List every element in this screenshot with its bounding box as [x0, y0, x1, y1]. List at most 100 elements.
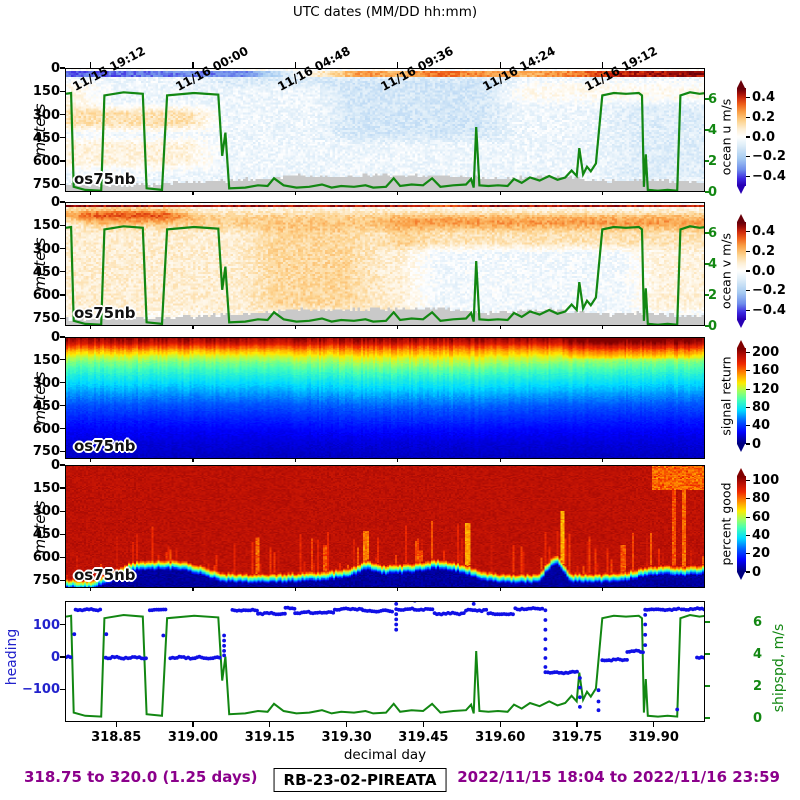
- depth-tick-label: 750: [32, 177, 60, 193]
- heading-dot: [161, 633, 166, 638]
- minor-tick: [294, 459, 296, 462]
- colorbar-arrow: [737, 572, 745, 580]
- colorbar-tick-label: 80: [752, 491, 771, 507]
- top-tick: [294, 62, 296, 68]
- depth-tick: [60, 556, 65, 558]
- heading-tick-label: −100: [21, 682, 60, 698]
- panel-heading-shipspd: [65, 601, 705, 722]
- decimal-day-tick-label: 319.60: [475, 730, 526, 745]
- depth-tick-label: 150: [32, 481, 60, 497]
- colorbar-tick: [746, 290, 750, 292]
- heading-dot: [390, 609, 394, 614]
- heading-dot: [222, 653, 227, 658]
- heading-dot: [543, 665, 548, 669]
- heading-dot: [641, 650, 645, 655]
- colorbar-gradient: [737, 476, 746, 572]
- heading-dot: [578, 695, 582, 700]
- depth-tick: [60, 271, 65, 273]
- minor-tick: [602, 588, 604, 591]
- instrument-label: os75nb: [74, 170, 136, 188]
- heading-dot: [543, 656, 548, 660]
- decimal-day-tick-label: 319.45: [398, 730, 449, 745]
- panel-percent-good: os75nb: [65, 465, 705, 588]
- depth-tick-label: 600: [32, 421, 60, 437]
- heading-dot: [163, 607, 168, 612]
- colorbar-tick: [746, 425, 750, 427]
- heading-dot: [222, 638, 227, 643]
- colorbar-tick: [746, 270, 750, 272]
- depth-tick: [60, 382, 65, 384]
- heading-dot: [394, 607, 399, 611]
- colorbar-gradient: [737, 88, 746, 186]
- colorbar-tick-label: 0.4: [752, 90, 776, 106]
- heading-dot: [643, 632, 648, 637]
- heading-dot: [394, 617, 399, 622]
- shipspd-axis-label: shipspd, m/s: [771, 623, 787, 713]
- depth-tick: [60, 224, 65, 226]
- nav-plot: [66, 602, 704, 718]
- minor-tick: [397, 588, 399, 591]
- heading-dot: [331, 610, 336, 615]
- depth-tick-label: 0: [50, 61, 60, 76]
- heading-dot: [543, 608, 548, 613]
- heading-dot: [461, 611, 466, 615]
- depth-tick: [60, 533, 65, 535]
- heading-dot: [643, 607, 648, 612]
- colorbar-tick: [746, 175, 750, 177]
- colorbar-arrow: [737, 80, 745, 88]
- depth-tick: [60, 90, 65, 92]
- heading-dot: [596, 708, 601, 713]
- decimal-day-tick-label: 319.75: [551, 730, 603, 745]
- x-axis-title: decimal day: [343, 747, 427, 763]
- minor-tick: [90, 588, 92, 591]
- heading-dot: [394, 627, 399, 632]
- shipspd-tick: [705, 717, 710, 719]
- heading-dot: [625, 658, 629, 662]
- heading-dot: [596, 699, 601, 704]
- depth-tick-label: 300: [32, 504, 60, 520]
- depth-tick: [60, 137, 65, 139]
- colorbar-tick: [746, 498, 750, 500]
- depth-tick: [60, 405, 65, 407]
- depth-tick: [60, 487, 65, 489]
- heading-dot: [292, 606, 297, 611]
- colorbar-tick-label: 100: [752, 473, 780, 489]
- heading-dot: [413, 602, 417, 603]
- instrument-label: os75nb: [74, 566, 136, 584]
- heading-dot: [255, 608, 259, 613]
- colorbar-arrow: [737, 320, 745, 328]
- colorbar-axis-label: ocean u m/s: [718, 98, 734, 176]
- heading-dot: [511, 612, 515, 617]
- cruise-id-badge: RB-23-02-PIREATA: [273, 768, 447, 792]
- decimal-day-tick-label: 318.85: [91, 730, 142, 745]
- heading-dot: [543, 670, 548, 675]
- speed-tick-label: 6: [708, 92, 718, 107]
- depth-tick-label: 0: [50, 458, 60, 473]
- minor-tick: [499, 326, 501, 329]
- depth-tick: [60, 294, 65, 296]
- panel-ocean-v: os75nb: [65, 202, 705, 326]
- heading-tick: [60, 656, 65, 658]
- colorbar-tick: [746, 97, 750, 99]
- line-series: [66, 613, 704, 718]
- heading-dot: [701, 655, 704, 660]
- meters-axis-label: meters: [31, 103, 49, 157]
- heading-dot: [676, 606, 681, 611]
- colorbar-arrow: [737, 468, 745, 476]
- colorbar-tick: [746, 309, 750, 311]
- meters-axis-label: meters: [31, 500, 49, 553]
- speed-tick-label: 4: [708, 123, 718, 138]
- meters-axis-label: meters: [31, 371, 49, 425]
- colorbar-tick: [746, 406, 750, 409]
- heading-dot: [217, 655, 222, 660]
- colorbar-tick-label: 40: [752, 418, 771, 434]
- depth-tick: [60, 359, 65, 361]
- colorbar-tick: [746, 571, 750, 573]
- colorbar-axis-label: signal return: [718, 356, 734, 436]
- heading-dot: [222, 633, 227, 638]
- instrument-label: os75nb: [74, 304, 136, 322]
- heading-dot: [578, 676, 582, 680]
- colorbar-tick-label: 120: [752, 381, 780, 397]
- speed-tick: [705, 232, 709, 234]
